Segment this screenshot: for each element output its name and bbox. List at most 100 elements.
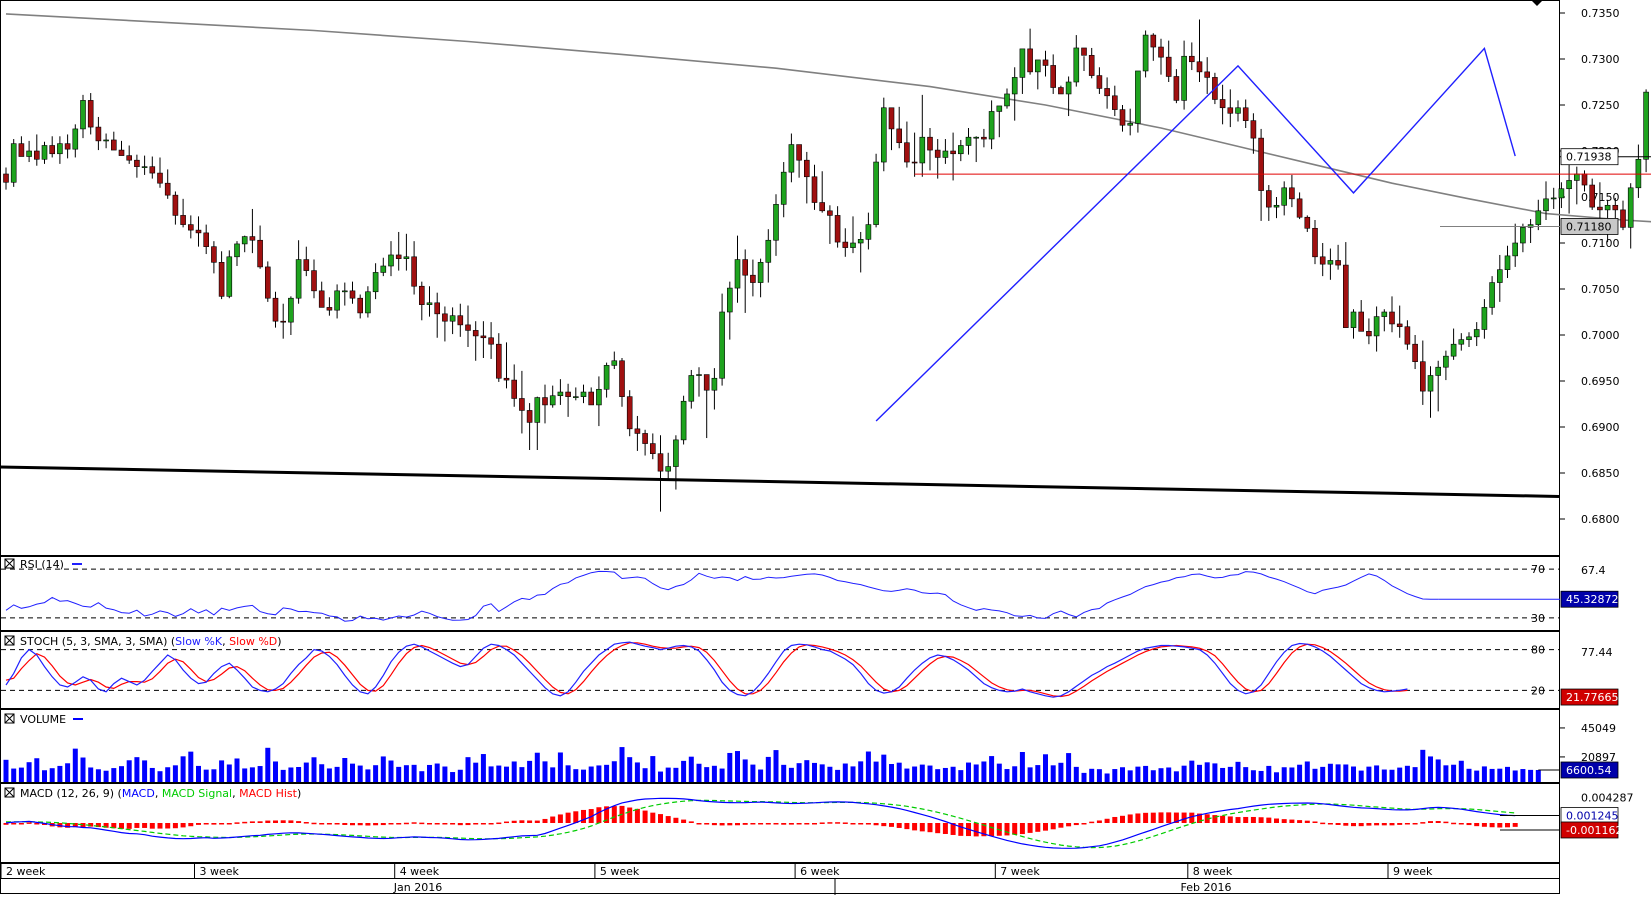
candle-body-down xyxy=(1597,207,1602,210)
candle-body-down xyxy=(820,203,825,211)
candle-body-down xyxy=(181,215,186,224)
candle-body-up xyxy=(1459,340,1464,345)
volume-bar xyxy=(851,766,856,782)
macd-hist-bar xyxy=(928,823,933,832)
macd-hist-bar xyxy=(1513,823,1518,827)
macd-hist-bar xyxy=(181,823,186,827)
volume-bar xyxy=(1320,767,1325,782)
macd-hist-bar xyxy=(697,823,702,825)
candle-body-down xyxy=(1582,174,1587,185)
candle-body-down xyxy=(211,247,216,263)
volume-bar xyxy=(743,759,748,782)
volume-bar xyxy=(65,763,70,782)
candle-body-down xyxy=(1189,56,1194,62)
volume-bar xyxy=(304,763,309,782)
candle-body-down xyxy=(1613,205,1618,210)
volume-bar xyxy=(904,769,909,782)
macd-hist-bar xyxy=(1428,821,1433,823)
volume-bar xyxy=(104,771,109,782)
macd-hist-bar xyxy=(1443,822,1448,824)
price-tick-label: 0.6950 xyxy=(1581,375,1620,388)
candle-body-down xyxy=(350,291,355,298)
macd-hist-bar xyxy=(1459,823,1464,825)
candle xyxy=(681,396,686,445)
macd-hist-bar xyxy=(1051,823,1056,829)
candle xyxy=(874,154,879,228)
macd-hist-bar xyxy=(27,822,32,824)
candle-body-down xyxy=(281,321,286,322)
macd-hist-bar xyxy=(889,823,894,827)
candle-body-up xyxy=(881,108,886,162)
macd-hist-bar xyxy=(1297,820,1302,823)
stoch-header[interactable]: STOCH (5, 3, SMA, 3, SMA) (Slow %K, Slow… xyxy=(5,635,282,648)
macd-hist-bar xyxy=(535,821,540,823)
volume-bar xyxy=(535,753,540,782)
macd-hist-bar xyxy=(851,823,856,825)
macd-hist-bar xyxy=(496,823,501,825)
volume-bar xyxy=(4,760,9,782)
volume-bar xyxy=(527,761,532,782)
candle-body-up xyxy=(1451,344,1456,356)
candle-body-up xyxy=(81,100,86,129)
svg-text:STOCH (5, 3, SMA, 3, SMA): STOCH (5, 3, SMA, 3, SMA) (Slow %K, Slow… xyxy=(20,635,282,648)
candle-body-up xyxy=(1544,199,1549,211)
volume-bar xyxy=(188,752,193,782)
volume-bar xyxy=(658,772,663,782)
candle-body-up xyxy=(1520,227,1525,243)
macd-hist-bar xyxy=(350,823,355,825)
volume-bar xyxy=(1405,766,1410,782)
candle-body-down xyxy=(1343,265,1348,328)
volume-bar xyxy=(57,766,62,782)
candle-body-down xyxy=(158,173,163,183)
price-tick-label: 0.6850 xyxy=(1581,467,1620,480)
macd-hist-bar xyxy=(789,823,794,825)
volume-bar xyxy=(1074,767,1079,782)
macd-header[interactable]: MACD (12, 26, 9) (MACD, MACD Signal, MAC… xyxy=(5,787,301,800)
candle-body-down xyxy=(635,429,640,434)
volume-bar xyxy=(581,770,586,782)
volume-bar xyxy=(627,757,632,782)
volume-bar xyxy=(158,771,163,782)
macd-hist-bar xyxy=(1259,817,1264,823)
macd-hist-bar xyxy=(1105,819,1110,823)
volume-bar xyxy=(235,758,240,782)
candle-body-down xyxy=(843,242,848,248)
candle-body-up xyxy=(966,137,971,145)
candle-body-up xyxy=(673,440,678,467)
volume-bar xyxy=(327,768,332,782)
candle-body-down xyxy=(165,183,170,195)
volume-bar xyxy=(789,768,794,782)
volume-bar xyxy=(750,765,755,782)
candle-body-down xyxy=(797,145,802,161)
volume-bar xyxy=(935,769,940,782)
macd-hist-bar xyxy=(127,823,132,829)
macd-hist-bar xyxy=(720,823,725,825)
rsi-level-label: 70 xyxy=(1531,563,1545,576)
macd-hist-bar xyxy=(1505,823,1510,827)
volume-bar xyxy=(997,764,1002,782)
volume-bar xyxy=(1382,770,1387,782)
volume-bar xyxy=(1189,761,1194,782)
macd-hist-bar xyxy=(1436,821,1441,823)
macd-hist-bar xyxy=(1228,816,1233,823)
volume-bar xyxy=(1351,767,1356,782)
candle-body-down xyxy=(743,260,748,276)
candle-body-down xyxy=(1305,217,1310,228)
volume-bar xyxy=(1112,769,1117,782)
candle-body-down xyxy=(458,316,463,325)
macd-hist-bar xyxy=(1359,823,1364,826)
candle-body-up xyxy=(1128,123,1133,125)
macd-hist-bar xyxy=(427,823,432,825)
macd-hist-bar xyxy=(943,823,948,834)
candle-body-down xyxy=(750,275,755,282)
candle-body-up xyxy=(596,389,601,405)
candle-body-down xyxy=(1220,99,1225,107)
candle-body-down xyxy=(1197,62,1202,72)
volume-bar xyxy=(689,757,694,782)
candle-body-up xyxy=(42,145,47,159)
candle-body-up xyxy=(781,172,786,204)
macd-signal-name: MACD Signal xyxy=(162,787,232,800)
macd-hist-bar xyxy=(1497,823,1502,828)
svg-text:MACD (12, 26, 9) (MAC: MACD (12, 26, 9) (MACD, MACD Signal, MAC… xyxy=(20,787,301,800)
